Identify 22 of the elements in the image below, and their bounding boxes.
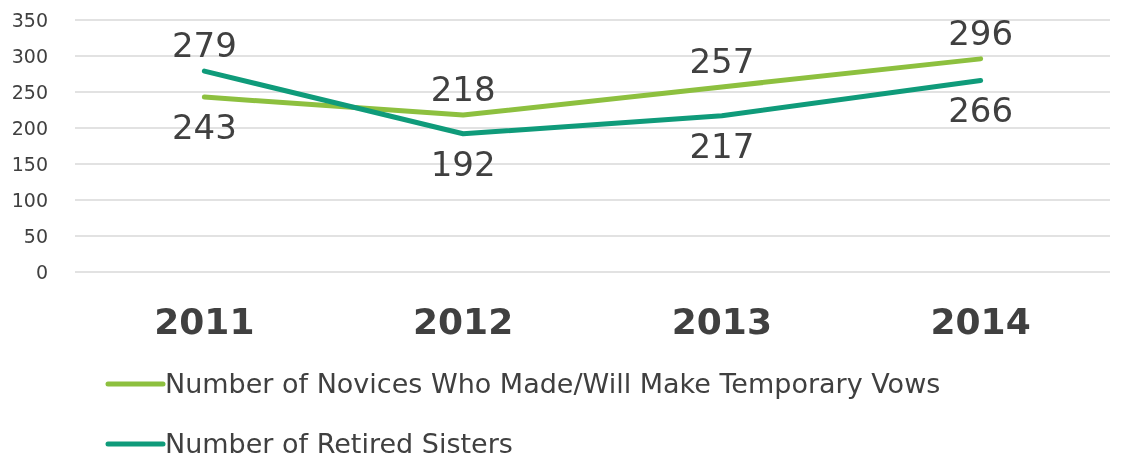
- x-tick-label: 2011: [154, 301, 255, 342]
- y-tick-label: 200: [11, 116, 48, 139]
- y-tick-label: 300: [11, 44, 48, 67]
- y-tick-label: 150: [11, 152, 48, 175]
- y-tick-label: 100: [11, 188, 48, 211]
- legend-label: Number of Novices Who Made/Will Make Temporary Vows: [165, 368, 941, 400]
- y-tick-label: 50: [23, 224, 48, 247]
- x-tick-label: 2012: [413, 301, 514, 342]
- data-label: 218: [430, 69, 496, 110]
- y-tick-label: 0: [35, 260, 48, 283]
- data-label: 279: [171, 25, 237, 66]
- data-label: 192: [430, 143, 496, 184]
- legend-label: Number of Retired Sisters: [165, 428, 513, 457]
- y-tick-label: 350: [11, 8, 48, 31]
- x-tick-label: 2013: [671, 301, 772, 342]
- data-label: 296: [948, 12, 1014, 53]
- y-tick-label: 250: [11, 80, 48, 103]
- data-label: 217: [689, 125, 755, 166]
- data-label: 266: [948, 90, 1014, 131]
- data-label: 243: [171, 107, 237, 148]
- x-tick-label: 2014: [930, 301, 1031, 342]
- data-label: 257: [689, 40, 755, 81]
